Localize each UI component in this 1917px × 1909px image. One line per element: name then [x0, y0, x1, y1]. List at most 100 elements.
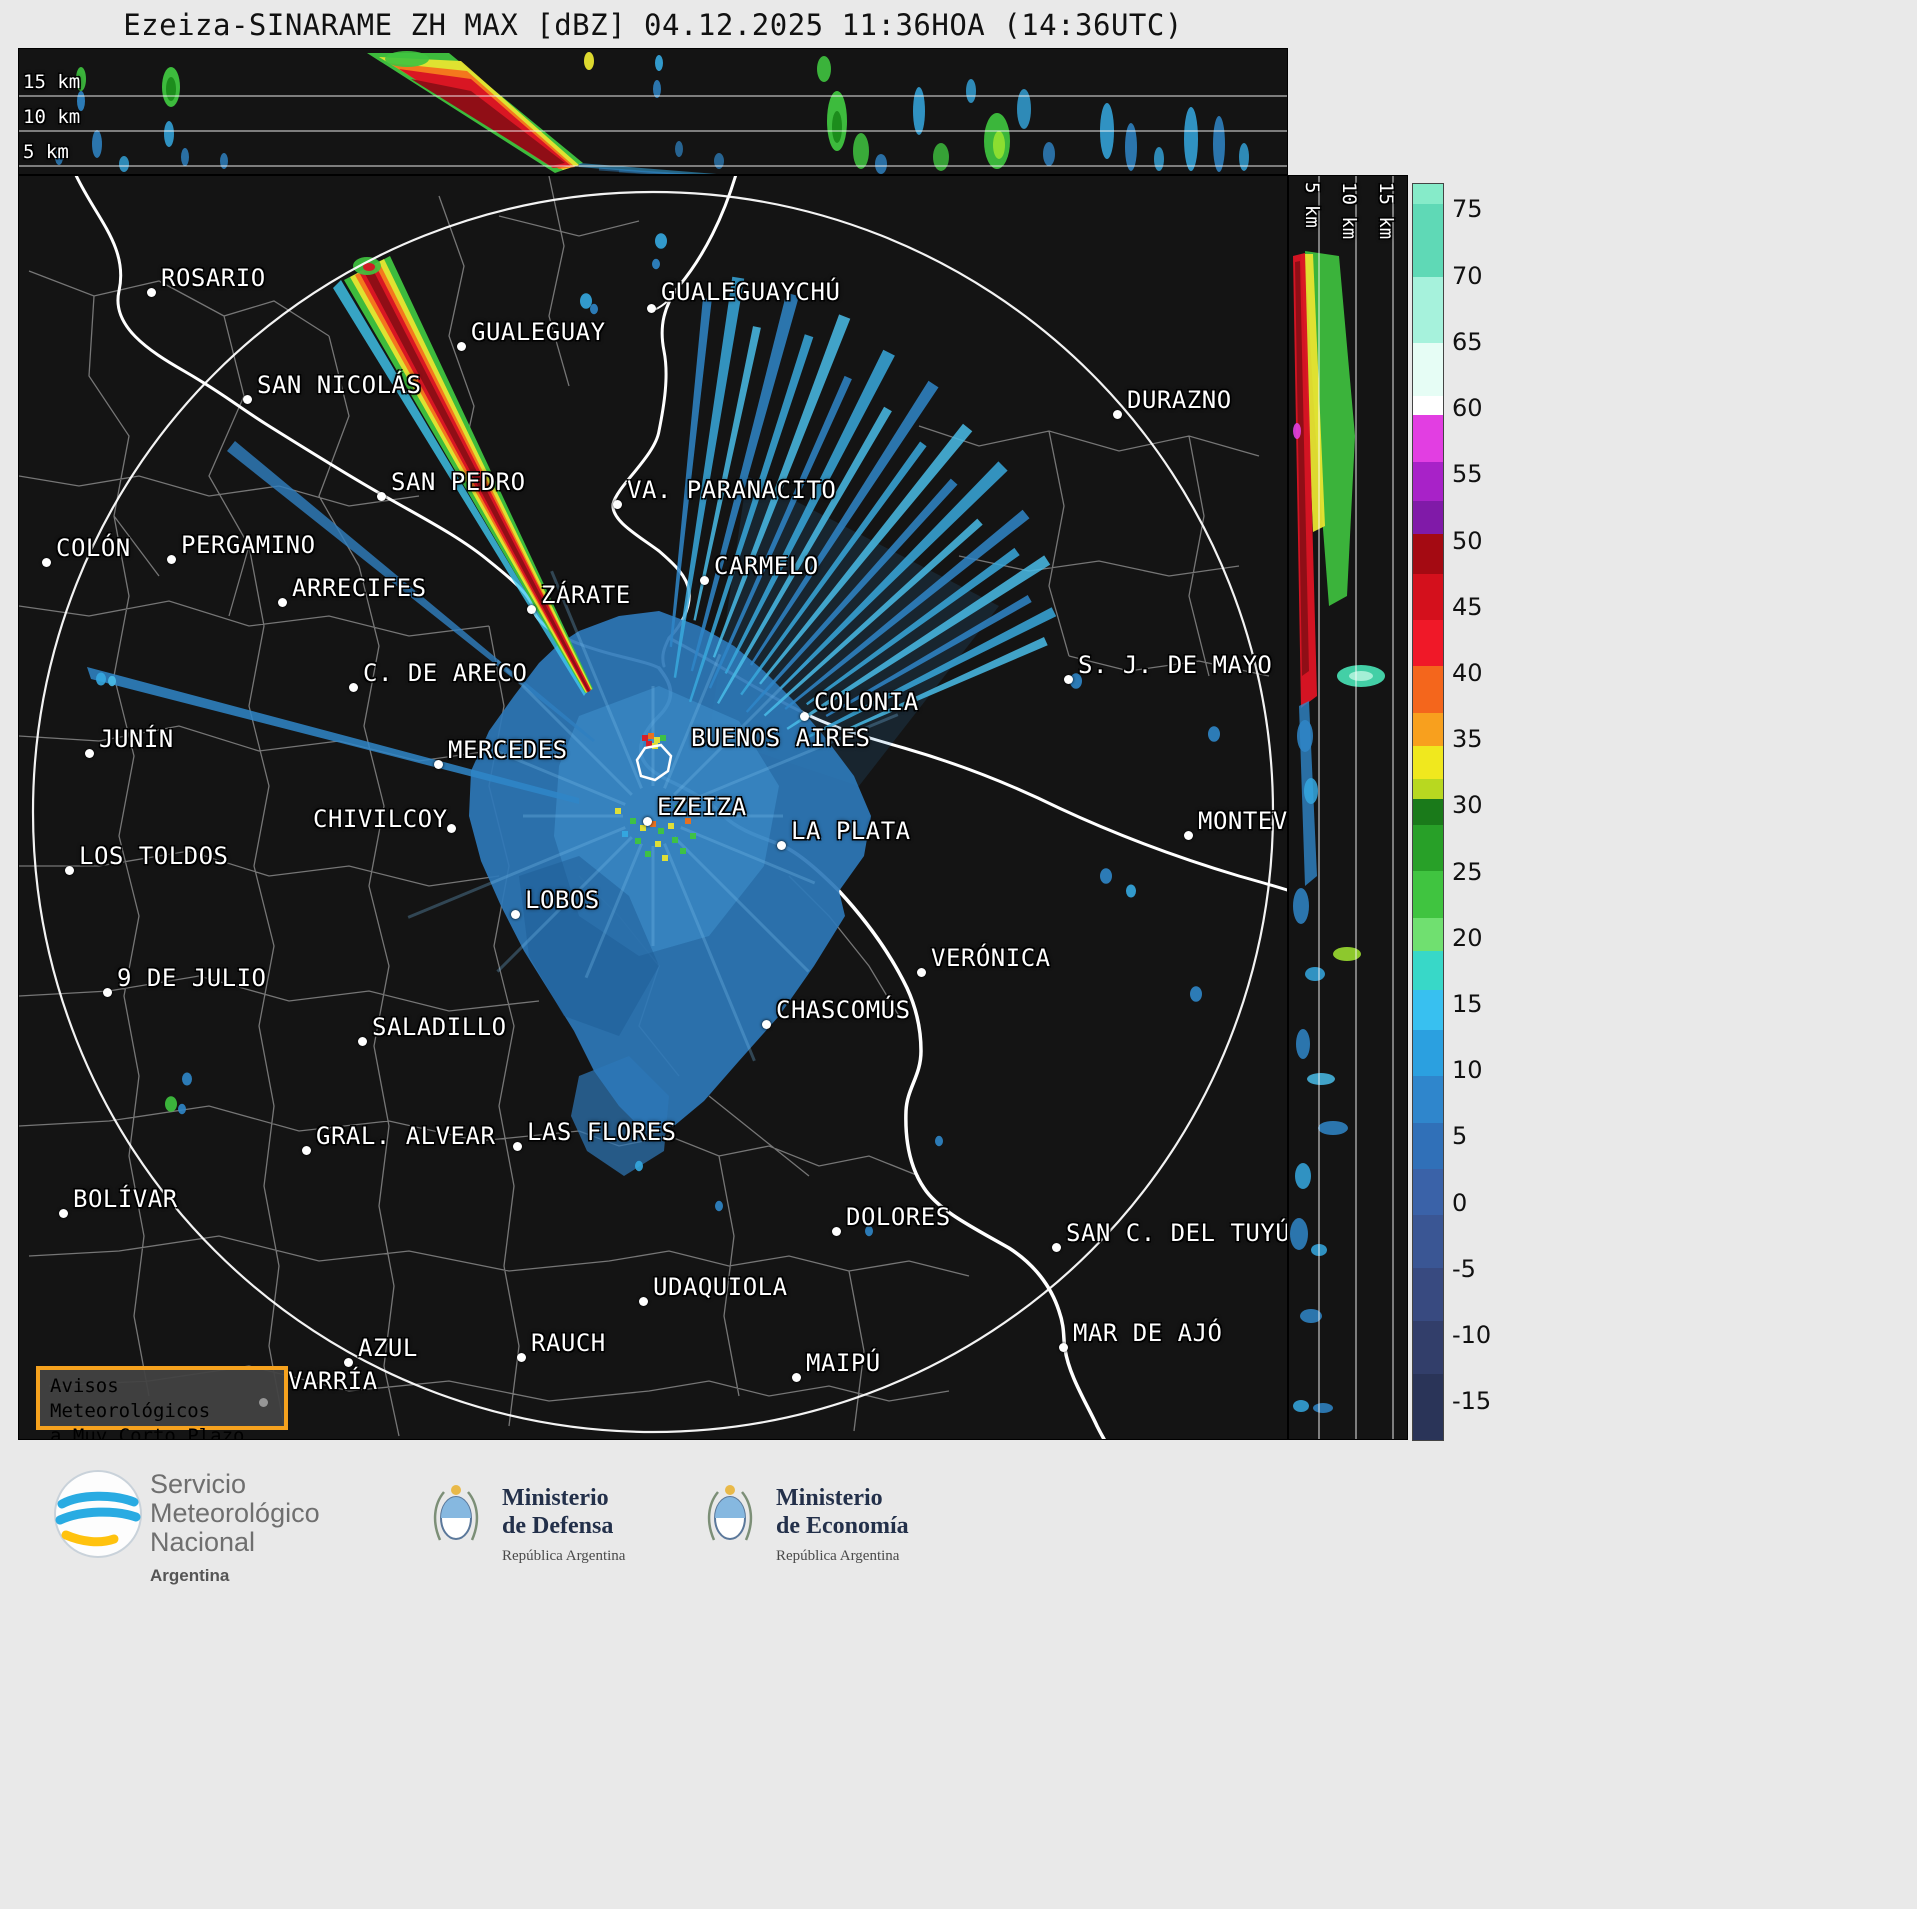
- colorbar-tick-30: 30: [1452, 791, 1483, 820]
- ne-echo-fan: [669, 276, 1057, 740]
- center-speckles: [615, 733, 696, 861]
- center-speckle: [672, 837, 678, 843]
- city-dot-gualeguay: [457, 342, 466, 351]
- city-dot-9-de-julio: [103, 988, 112, 997]
- city-label-gualeguaych: GUALEGUAYCHÚ: [661, 278, 841, 306]
- city-label-montev: MONTEV: [1198, 807, 1288, 835]
- city-label-va-paranacito: VA. PARANACITO: [627, 476, 837, 504]
- echo-ray: [690, 292, 799, 672]
- advisory-line2: a Muy Corto Plazo: [50, 1425, 245, 1440]
- city-dot-rosario: [147, 288, 156, 297]
- colorbar-band-34.5-37: [1413, 712, 1443, 746]
- colorbar-tick-40: 40: [1452, 658, 1483, 687]
- colorbar-band-21.5-25: [1413, 871, 1443, 918]
- smn-country: Argentina: [150, 1566, 230, 1585]
- center-speckle: [655, 841, 661, 847]
- center-speckle: [615, 808, 621, 814]
- echo-ray: [825, 595, 1032, 717]
- admin-boundaries: [19, 176, 1270, 1437]
- echo-dot: [1070, 673, 1082, 689]
- colorbar-band-75.5-77: [1413, 184, 1443, 204]
- echo-dot: [590, 303, 598, 315]
- city-dot-pergamino: [167, 555, 176, 564]
- center-speckle: [675, 805, 681, 811]
- city-label-maip: MAIPÚ: [806, 1349, 881, 1377]
- colorbar-band-30.5-32: [1413, 778, 1443, 799]
- city-dot-udaquiola: [639, 1297, 648, 1306]
- city-label-la-plata: LA PLATA: [791, 817, 911, 845]
- alt-label-5km: 5 km: [23, 141, 69, 163]
- city-label-arrecifes: ARRECIFES: [292, 574, 427, 602]
- colorbar-tick-55: 55: [1452, 460, 1483, 489]
- colorbar-tick-25: 25: [1452, 857, 1483, 886]
- city-label-jun-n: JUNÍN: [99, 725, 174, 753]
- echo-ray: [844, 637, 1048, 732]
- city-label-ezeiza: EZEIZA: [657, 793, 747, 821]
- city-dot-gral-alvear: [302, 1146, 311, 1155]
- echo-ray: [784, 509, 1030, 710]
- radar-range-ring: [31, 190, 1275, 1434]
- alt-label-10km-right: 10 km: [1338, 182, 1360, 240]
- city-dot-san-c-del-tuy: [1052, 1243, 1061, 1252]
- city-dot-c-de-areco: [349, 683, 358, 692]
- product-title: Ezeiza-SINARAME ZH MAX [dBZ] 04.12.2025 …: [123, 8, 1183, 42]
- colorbar-band-37-40.5: [1413, 666, 1443, 713]
- top-profile-plot: [19, 51, 1287, 174]
- center-speckle: [650, 821, 656, 827]
- echo-ray: [693, 326, 761, 621]
- city-label-col-n: COLÓN: [56, 534, 131, 562]
- city-dot-z-rate: [527, 605, 536, 614]
- city-dot-durazno: [1113, 410, 1122, 419]
- alt-label-5km-right: 5 km: [1301, 182, 1323, 228]
- city-dot-montev: [1184, 831, 1193, 840]
- city-dot-rauch: [517, 1353, 526, 1362]
- echo-dot: [935, 1135, 943, 1147]
- advisory-line1: Avisos Meteorológicos: [50, 1375, 211, 1422]
- city-label-lobos: LOBOS: [525, 886, 600, 914]
- city-dot-lobos: [511, 910, 520, 919]
- colorbar-tick-5: 5: [1452, 1122, 1468, 1151]
- echo-dot: [580, 293, 592, 309]
- city-label-durazno: DURAZNO: [1127, 386, 1232, 414]
- city-dot-jun-n: [85, 749, 94, 758]
- echo-ray: [724, 349, 895, 674]
- city-dot-arrecifes: [278, 598, 287, 607]
- colorbar-tick--5: -5: [1452, 1254, 1476, 1283]
- colorbar-band-2.5-6: [1413, 1122, 1443, 1169]
- colorbar-tick-50: 50: [1452, 526, 1483, 555]
- colorbar-band-25-28.5: [1413, 825, 1443, 872]
- echo-texture-ray: [673, 836, 810, 973]
- top-profile-gridlines: [19, 95, 1287, 167]
- echo-texture-ray: [663, 843, 756, 1062]
- echo-dot: [1100, 868, 1112, 884]
- echo-ray: [712, 314, 851, 658]
- center-speckle: [685, 818, 691, 824]
- city-dot-dolores: [832, 1227, 841, 1236]
- echo-texture-ray: [496, 836, 633, 973]
- advisory-box[interactable]: Avisos Meteorológicos a Muy Corto Plazo: [36, 1366, 288, 1439]
- city-dot-colonia: [800, 712, 809, 721]
- center-speckle: [630, 818, 636, 824]
- echo-texture-ray: [680, 826, 816, 885]
- echo-dot: [1208, 726, 1220, 742]
- city-dot-san-pedro: [377, 492, 386, 501]
- echo-ray: [763, 518, 983, 717]
- buenos-aires-city-outline: [635, 743, 673, 782]
- alt-label-10km: 10 km: [23, 106, 81, 128]
- colorbar-band-70-75.5: [1413, 203, 1443, 277]
- alt-label-15km: 15 km: [23, 71, 81, 93]
- center-speckle: [690, 833, 696, 839]
- city-label-chascom-s: CHASCOMÚS: [776, 996, 911, 1024]
- colorbar-tick--10: -10: [1452, 1321, 1492, 1350]
- city-dot-los-toldos: [65, 866, 74, 875]
- colorbar-band-13-16: [1413, 990, 1443, 1030]
- city-label-azul: AZUL: [358, 1334, 418, 1362]
- echo-texture-ray: [496, 659, 633, 796]
- colorbar-band-16-19: [1413, 950, 1443, 991]
- city-label-pergamino: PERGAMINO: [181, 531, 316, 559]
- city-label-gral-alvear: GRAL. ALVEAR: [316, 1122, 496, 1150]
- colorbar-band-53-56: [1413, 461, 1443, 502]
- reflectivity-colorbar: [1412, 183, 1444, 1441]
- center-speckle: [660, 735, 666, 741]
- echo-ray: [740, 441, 927, 696]
